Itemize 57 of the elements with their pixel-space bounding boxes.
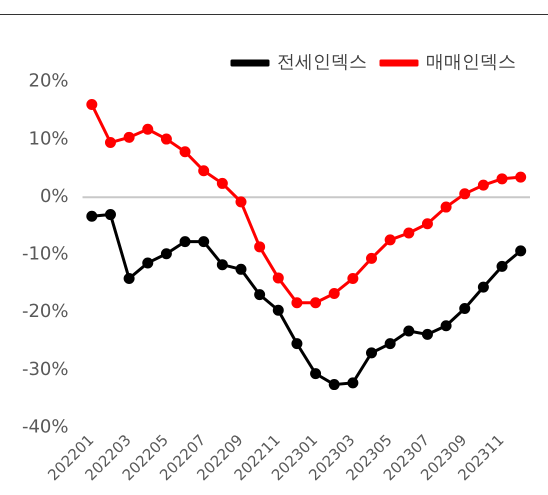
point [496, 260, 508, 272]
point [124, 273, 135, 284]
point [403, 325, 414, 336]
y-tick-label: 0% [40, 186, 69, 207]
point [124, 132, 135, 143]
point [459, 302, 470, 314]
point [347, 273, 358, 284]
point [216, 259, 228, 270]
y-tick-label: -20% [22, 301, 69, 322]
point [86, 98, 98, 110]
point [310, 368, 322, 380]
point [478, 282, 489, 293]
point [422, 218, 433, 230]
point [328, 379, 340, 390]
point [515, 172, 526, 183]
point [291, 338, 302, 350]
point [216, 178, 228, 189]
y-tick-label: 10% [28, 128, 69, 150]
y-tick-label: -40% [22, 416, 69, 438]
point [440, 320, 452, 332]
point [104, 209, 116, 220]
point [422, 328, 433, 340]
point [160, 248, 172, 260]
point [254, 241, 266, 252]
point [310, 297, 322, 308]
point [366, 347, 378, 358]
point [198, 236, 210, 248]
point [384, 338, 396, 350]
y-tick-label: -10% [22, 244, 69, 265]
point [254, 289, 266, 300]
point [478, 180, 489, 191]
y-tick-label: 20% [28, 70, 69, 92]
point [235, 196, 246, 208]
point [160, 134, 172, 145]
point [235, 264, 246, 275]
point [403, 227, 414, 238]
point [515, 245, 526, 256]
point [496, 173, 508, 184]
point [272, 304, 284, 316]
point [459, 188, 470, 200]
point [142, 257, 154, 268]
y-tick-label: -30% [22, 358, 69, 380]
point [291, 297, 302, 308]
point [198, 165, 210, 176]
point [104, 137, 116, 148]
point [272, 272, 284, 284]
point [366, 252, 378, 264]
point [86, 210, 98, 222]
point [328, 288, 340, 300]
point [440, 202, 452, 213]
point [180, 146, 191, 158]
point [384, 234, 396, 246]
point [180, 236, 191, 248]
point [142, 124, 154, 135]
legend-label: 매매인덱스 [426, 52, 516, 73]
legend-label: 전세인덱스 [277, 52, 367, 73]
point [347, 377, 358, 388]
